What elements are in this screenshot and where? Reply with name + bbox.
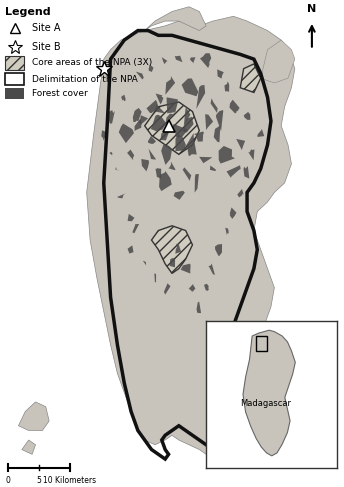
Polygon shape: [196, 301, 201, 313]
Polygon shape: [214, 126, 220, 142]
Polygon shape: [170, 258, 175, 267]
Polygon shape: [210, 166, 216, 171]
Text: Legend: Legend: [5, 7, 51, 17]
Text: Core areas of the NPA (3X): Core areas of the NPA (3X): [32, 58, 152, 68]
Text: Forest cover: Forest cover: [32, 89, 88, 98]
Text: 5: 5: [36, 476, 41, 485]
Polygon shape: [159, 171, 172, 191]
Polygon shape: [135, 119, 142, 131]
Polygon shape: [19, 402, 49, 431]
Polygon shape: [151, 226, 193, 273]
Polygon shape: [155, 168, 161, 179]
Polygon shape: [136, 72, 144, 79]
Polygon shape: [155, 94, 163, 104]
Polygon shape: [204, 284, 209, 291]
Polygon shape: [175, 244, 181, 254]
Polygon shape: [211, 98, 218, 113]
Polygon shape: [244, 112, 250, 120]
Polygon shape: [216, 110, 223, 131]
Polygon shape: [227, 165, 241, 178]
Polygon shape: [154, 273, 156, 282]
Polygon shape: [133, 108, 142, 122]
Polygon shape: [175, 56, 182, 62]
Polygon shape: [182, 78, 198, 96]
Polygon shape: [87, 16, 295, 454]
Polygon shape: [128, 245, 133, 254]
Polygon shape: [148, 136, 156, 144]
Polygon shape: [219, 146, 235, 164]
Polygon shape: [230, 207, 236, 219]
Text: Delimitation of the NPA: Delimitation of the NPA: [32, 75, 138, 84]
Polygon shape: [115, 167, 120, 171]
Polygon shape: [195, 174, 199, 192]
Polygon shape: [184, 108, 190, 128]
Polygon shape: [149, 65, 153, 72]
FancyBboxPatch shape: [5, 56, 24, 70]
Polygon shape: [119, 124, 134, 143]
Polygon shape: [143, 261, 146, 265]
Polygon shape: [147, 100, 158, 113]
Polygon shape: [127, 150, 134, 160]
Polygon shape: [165, 76, 175, 94]
Polygon shape: [139, 115, 148, 126]
Polygon shape: [236, 139, 245, 150]
Polygon shape: [175, 134, 186, 151]
Polygon shape: [189, 284, 195, 292]
Polygon shape: [215, 244, 222, 256]
Polygon shape: [164, 283, 171, 295]
FancyBboxPatch shape: [5, 74, 24, 85]
Polygon shape: [132, 224, 139, 233]
Polygon shape: [243, 330, 295, 456]
Polygon shape: [168, 162, 175, 170]
Polygon shape: [200, 53, 211, 68]
Polygon shape: [121, 94, 126, 101]
Polygon shape: [217, 69, 224, 78]
Polygon shape: [208, 263, 215, 275]
Polygon shape: [161, 144, 172, 165]
Polygon shape: [160, 130, 169, 140]
Polygon shape: [145, 7, 206, 31]
Polygon shape: [106, 110, 115, 124]
Polygon shape: [199, 157, 212, 163]
Polygon shape: [183, 168, 191, 181]
Polygon shape: [261, 40, 295, 83]
Polygon shape: [141, 159, 149, 171]
Polygon shape: [190, 57, 195, 63]
Polygon shape: [225, 227, 229, 235]
Text: N: N: [307, 4, 316, 14]
Polygon shape: [22, 440, 35, 454]
Polygon shape: [229, 100, 240, 113]
Polygon shape: [237, 189, 244, 197]
Polygon shape: [194, 131, 204, 142]
Polygon shape: [196, 85, 205, 109]
Polygon shape: [181, 263, 191, 274]
Polygon shape: [101, 130, 107, 141]
FancyBboxPatch shape: [5, 88, 24, 99]
Polygon shape: [224, 81, 229, 92]
Text: 10 Kilometers: 10 Kilometers: [43, 476, 96, 485]
Text: Site B: Site B: [32, 42, 61, 52]
Text: Madagascar: Madagascar: [240, 399, 291, 408]
Polygon shape: [145, 102, 199, 154]
Text: Site A: Site A: [32, 23, 61, 33]
Polygon shape: [154, 104, 165, 113]
Polygon shape: [162, 57, 168, 64]
Text: 0: 0: [6, 476, 11, 485]
Polygon shape: [173, 124, 188, 138]
Polygon shape: [244, 166, 249, 179]
Polygon shape: [166, 112, 175, 122]
Polygon shape: [240, 64, 261, 93]
Polygon shape: [166, 97, 178, 113]
Polygon shape: [248, 149, 255, 160]
Polygon shape: [149, 149, 156, 160]
Polygon shape: [186, 133, 197, 156]
Polygon shape: [257, 129, 264, 137]
Polygon shape: [117, 193, 126, 198]
Polygon shape: [109, 152, 112, 155]
Polygon shape: [128, 214, 135, 221]
Polygon shape: [174, 191, 185, 200]
Polygon shape: [183, 117, 194, 132]
Polygon shape: [205, 114, 213, 130]
Polygon shape: [151, 114, 166, 131]
